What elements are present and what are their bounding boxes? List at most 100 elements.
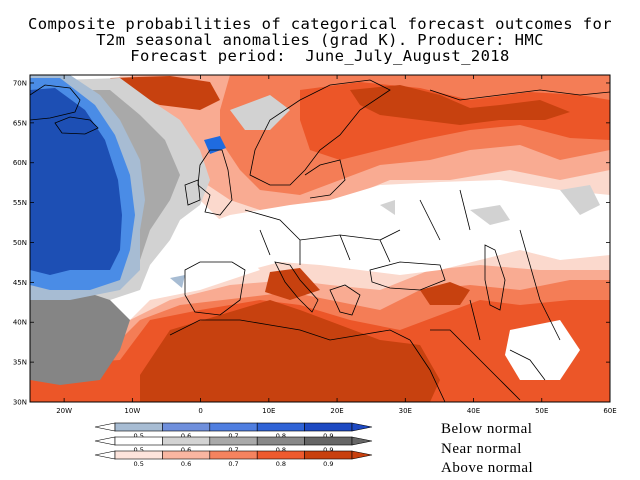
lon-tick-label: 40E [467,407,480,415]
legend-tick-label: 0.8 [276,446,286,454]
lon-tick-label: 10W [124,407,140,415]
scandinavia-coast [249,79,391,186]
lat-tick-label: 45N [13,279,27,287]
border-lines [244,189,561,341]
lat-tick-label: 35N [13,359,27,367]
legend-label-below-normal: Below normal [441,421,533,437]
legend-tick-label: 0.8 [276,432,286,440]
lat-tick-label: 60N [13,159,27,167]
legend-tick-label: 0.8 [276,460,286,468]
above-normal-max-sahara [140,300,440,402]
probability-field [30,75,610,402]
legend-tick-label: 0.9 [323,460,333,468]
italy-coast [274,261,319,313]
lat-tick-label: 30N [13,399,27,407]
legend-swatch [209,436,258,446]
legend-swatch [114,422,163,432]
lat-tick-label: 65N [13,119,27,127]
legend-swatch [304,436,353,446]
no-signal-levant [505,320,580,380]
britain-coast [197,149,233,216]
legend-tick-label: 0.9 [323,432,333,440]
red-sea-coast [409,339,446,402]
greenland-coast [30,84,81,121]
lat-tick-label: 50N [13,239,27,247]
below-normal-bay-patch [170,275,185,288]
legend-swatch [209,422,258,432]
legend-tick-label: 0.7 [228,460,238,468]
latitude-axis: 70N 65N 60N 55N 50N 45N 40N 35N 30N [13,79,610,407]
lat-tick-label: 40N [13,319,27,327]
baltic-coast [304,159,346,199]
coastlines [30,79,610,402]
legend-swatch [114,436,163,446]
legend-tick-label: 0.6 [181,432,191,440]
north-africa-coast [169,319,411,341]
iberia-coast [184,261,246,316]
iceland-coast [54,116,99,135]
lat-tick-label: 70N [13,79,27,87]
legend-label-above-normal: Above normal [441,460,534,476]
legend: 0.5 0.6 0.7 0.8 0.9 0.5 0.6 0.7 0.8 0.9 0.5 0.6 0.7 0… [94,422,373,468]
legend-arrow-left [94,422,116,432]
arabia-coast [430,329,521,401]
legend-arrow-right [351,422,373,432]
russia-coast [429,89,610,101]
below-normal-dark-atlantic [30,88,122,275]
legend-arrow-left [94,436,116,446]
lon-tick-label: 60E [603,407,616,415]
legend-swatch [304,422,353,432]
legend-swatch [256,436,305,446]
legend-swatch [162,450,211,460]
above-normal-max-north-atlantic [110,76,220,110]
lat-tick-label: 55N [13,199,27,207]
legend-tick-label: 0.6 [181,446,191,454]
legend-arrow-right [351,436,373,446]
legend-tick-label: 0.7 [228,446,238,454]
legend-tick-label: 0.5 [134,432,144,440]
below-normal-iceland-patch [204,136,226,154]
near-normal-dark-atlantic [30,290,130,385]
map-title: Composite probabilities of categorical f… [0,16,640,64]
lon-tick-label: 20E [330,407,343,415]
title-line-3: Forecast period: June_July_August_2018 [130,47,510,65]
legend-arrow-right [351,450,373,460]
above-normal-max-russia [350,85,570,125]
legend-swatch [162,422,211,432]
no-signal-central-europe [190,180,610,275]
ireland-coast [184,179,201,206]
longitude-axis: 20W 10W 0 10E 20E 30E 40E 50E 60E [56,75,617,415]
near-normal-light-caspian [560,185,600,215]
lon-tick-label: 20W [56,407,72,415]
legend-swatch [256,450,305,460]
lon-tick-label: 0 [198,407,202,415]
near-normal-light-east [470,205,510,225]
legend-tick-label: 0.7 [228,432,238,440]
above-normal-max-balkans [265,268,320,300]
lon-tick-label: 50E [535,407,548,415]
lon-tick-label: 30E [399,407,412,415]
legend-swatch [162,436,211,446]
legend-swatch [114,450,163,460]
greece-coast [329,284,361,316]
legend-tick-label: 0.9 [323,446,333,454]
legend-tick-label: 0.6 [181,460,191,468]
black-sea-coast [369,261,446,291]
legend-arrow-left [94,450,116,460]
legend-swatch [209,450,258,460]
near-normal-light-northsea [230,95,290,130]
title-line-2: T2m seasonal anomalies (grad K). Produce… [96,31,544,49]
legend-swatch [256,422,305,432]
caspian-coast [484,244,506,311]
legend-tick-label: 0.5 [134,446,144,454]
near-normal-light-central [380,200,395,215]
above-normal-max-black-sea [420,282,470,305]
map-frame [29,74,611,403]
legend-tick-label: 0.5 [134,460,144,468]
legend-swatch [304,450,353,460]
persian-gulf-coast [509,349,546,381]
legend-label-near-normal: Near normal [441,441,522,457]
lon-tick-label: 10E [262,407,275,415]
title-line-1: Composite probabilities of categorical f… [28,15,612,33]
